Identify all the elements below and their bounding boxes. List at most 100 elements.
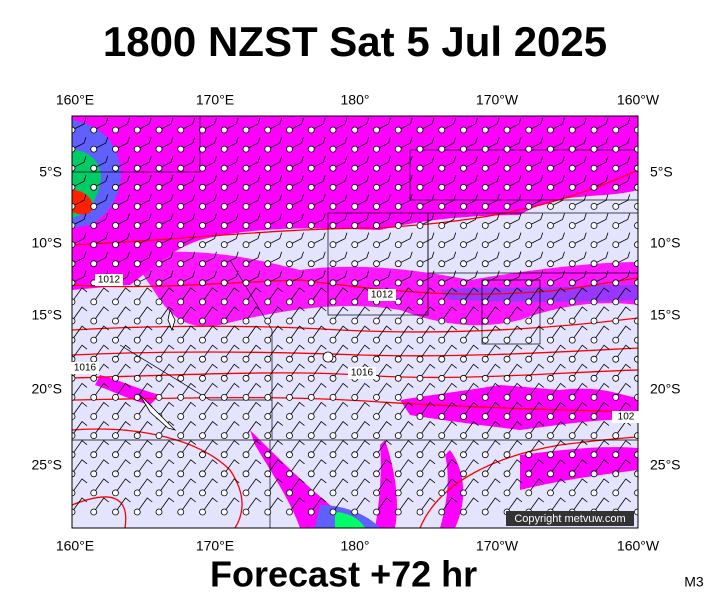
barb-station [264,222,272,229]
barb [593,382,610,398]
barb [376,270,391,284]
barb-station [112,241,119,249]
barb [202,401,218,417]
barb [136,363,153,379]
barb-station [394,126,402,134]
barb [223,421,240,436]
barb [637,357,638,360]
barb [528,440,544,455]
barb [354,232,370,245]
barb [528,382,544,398]
barb [93,156,109,169]
barb [376,325,392,341]
barb-station [460,336,467,344]
barb [311,136,326,150]
barb [506,401,523,417]
barb [637,282,638,284]
barb-station [481,183,489,191]
barb-station [112,183,119,191]
barb-station [199,470,206,478]
barb-station [438,202,446,210]
barb-station [329,432,337,440]
barb [463,175,478,188]
barb [245,156,261,169]
barb [463,459,479,475]
barb [332,325,349,341]
barb [571,287,588,303]
barb-station [525,298,533,306]
barb [419,401,436,417]
barb-station [72,336,76,344]
barb-station [416,298,424,306]
barb-station [612,126,620,134]
barb-station [155,183,163,191]
barb [397,497,414,513]
barb [332,382,349,398]
barb-station [460,374,467,382]
barb-station [547,489,554,497]
barb [332,497,349,513]
barb-station [112,126,119,134]
barb [485,251,500,265]
barb-station [199,183,206,191]
barb-station [112,260,119,268]
barb [528,156,544,169]
barb [593,401,610,417]
barb [441,401,457,417]
barb [419,325,436,341]
barb-station [351,336,359,344]
barb-station [329,279,337,287]
barb [463,325,479,341]
barb-station [373,470,380,478]
barb [376,459,392,475]
barb [441,251,457,265]
barb [137,213,152,226]
barb-station [199,260,206,268]
barb-station [373,489,380,497]
barb-station [373,126,380,134]
barb [72,478,88,494]
barb [419,382,436,398]
barb-station [177,508,185,516]
barb-station [242,145,250,153]
barb [441,344,457,360]
barb-station [220,489,228,497]
barb-station [307,222,315,229]
barb [485,136,500,150]
barb [158,156,174,169]
barb-station [438,489,446,497]
barb [463,497,479,513]
barb-station [394,241,402,249]
barb-station [264,355,272,363]
barb [202,194,217,207]
barb [332,175,348,188]
barb-station [590,241,598,249]
barb [245,194,261,207]
barb-station [133,432,141,440]
barb [115,363,131,379]
barb-station [373,451,380,459]
barb-station [72,413,76,420]
barb [245,175,261,188]
barb-station [220,222,228,229]
barb [93,421,109,436]
barb [354,251,370,265]
barb-station [416,183,424,191]
barb [289,306,305,322]
barb-station [373,183,380,191]
barb-station [177,126,185,134]
barb [93,136,109,150]
barb [93,325,109,341]
barb-station [133,451,141,459]
lon-label: 160°E [56,92,94,108]
barb-station [460,126,467,134]
barb-station [133,374,141,382]
barb-station [177,451,185,459]
barb-station [112,451,119,459]
map-area [72,116,638,528]
barb [506,136,522,150]
barb-station [394,279,402,287]
barb [310,478,327,494]
barb [332,478,349,494]
barb [267,421,283,436]
